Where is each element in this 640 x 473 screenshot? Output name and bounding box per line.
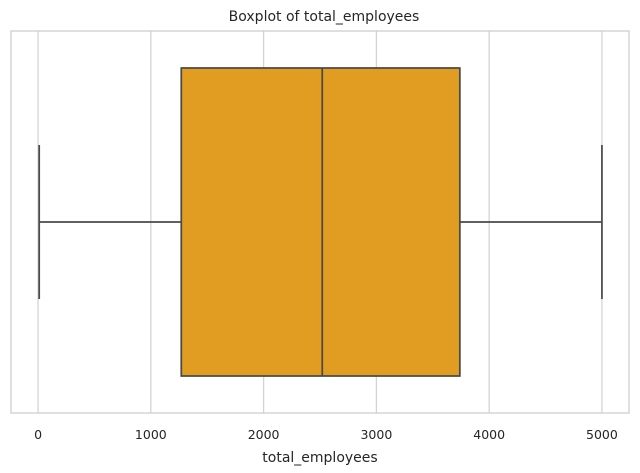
box-plot [38, 67, 603, 377]
x-axis-label: total_employees [262, 450, 377, 466]
x-tick-labels: 0 1000 2000 3000 4000 5000 [34, 427, 618, 442]
plot-frame [10, 30, 630, 414]
chart-title: Boxplot of total_employees [229, 9, 420, 25]
interquartile-box [180, 67, 461, 377]
x-tick-label: 2000 [248, 427, 280, 442]
x-tick-label: 1000 [135, 427, 167, 442]
x-tick-label: 3000 [360, 427, 392, 442]
x-tick-label: 0 [34, 427, 42, 442]
x-tick-label: 5000 [586, 427, 618, 442]
x-tick-label: 4000 [473, 427, 505, 442]
